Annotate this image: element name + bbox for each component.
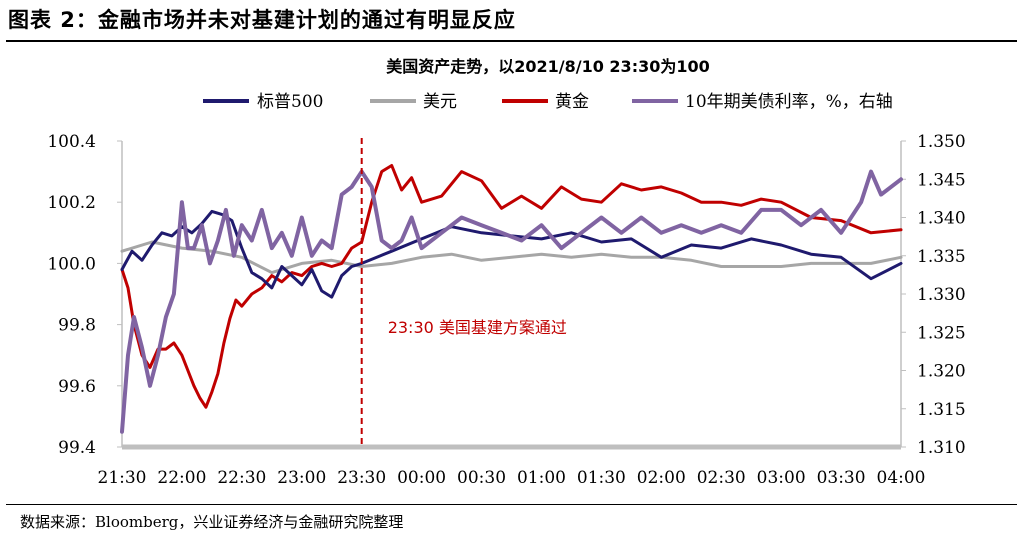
- series-line-0: [120, 209, 903, 299]
- x-tick-label: 22:30: [217, 468, 266, 488]
- left-tick-label: 99.8: [58, 316, 96, 336]
- right-tick-label: 1.335: [917, 247, 966, 267]
- source-rule: [6, 504, 1017, 505]
- x-tick-label: 00:00: [397, 468, 446, 488]
- legend-label-2: 黄金: [555, 92, 589, 112]
- series-line-3: [120, 169, 903, 434]
- x-tick-label: 04:00: [877, 468, 926, 488]
- right-tick-label: 1.345: [917, 170, 966, 190]
- x-tick-label: 21:30: [98, 468, 147, 488]
- annotation-label: 23:30 美国基建方案通过: [388, 318, 567, 337]
- x-tick-label: 02:30: [697, 468, 746, 488]
- right-tick-label: 1.315: [917, 400, 966, 420]
- source-note: 数据来源：Bloomberg，兴业证券经济与金融研究院整理: [20, 513, 404, 531]
- x-tick-label: 02:00: [637, 468, 686, 488]
- legend-label-0: 标普500: [257, 92, 323, 112]
- legend-label-3: 10年期美债利率，%，右轴: [685, 92, 893, 112]
- x-tick-label: 23:00: [277, 468, 326, 488]
- title-rule: [6, 40, 1017, 42]
- x-tick-label: 03:00: [757, 468, 806, 488]
- chart-title: 美国资产走势，以2021/8/10 23:30为100: [386, 57, 710, 76]
- left-tick-label: 100.2: [47, 193, 96, 213]
- series-line-1: [120, 240, 903, 275]
- right-tick-label: 1.340: [917, 209, 966, 229]
- legend-label-1: 美元: [423, 92, 457, 112]
- right-tick-label: 1.350: [917, 132, 966, 152]
- x-tick-label: 03:30: [817, 468, 866, 488]
- right-tick-label: 1.325: [917, 323, 966, 343]
- left-tick-label: 99.6: [58, 377, 96, 397]
- left-tick-label: 100.4: [47, 132, 96, 152]
- annotation-layer: 23:30 美国基建方案通过: [360, 138, 567, 444]
- x-tick-label: 01:30: [577, 468, 626, 488]
- right-tick-label: 1.320: [917, 362, 966, 382]
- x-tick-label: 22:00: [157, 468, 206, 488]
- x-tick-label: 00:30: [457, 468, 506, 488]
- x-tick-label: 23:30: [337, 468, 386, 488]
- axes: 99.4 99.6 99.8 100.0 100.2 100.4 1.310 1.315 1.3…: [47, 132, 965, 488]
- legend: 标普500 美元 黄金 10年期美债利率，%，右轴: [203, 92, 893, 112]
- right-tick-label: 1.330: [917, 285, 966, 305]
- figure-title: 图表 2：金融市场并未对基建计划的通过有明显反应: [8, 8, 516, 32]
- left-tick-label: 99.4: [58, 438, 96, 458]
- line-chart: 美国资产走势，以2021/8/10 23:30为100 标普500 美元 黄金 10年…: [47, 57, 965, 488]
- left-tick-label: 100.0: [47, 254, 96, 274]
- right-tick-label: 1.310: [917, 438, 966, 458]
- x-tick-label: 01:00: [517, 468, 566, 488]
- series-layer: [120, 164, 903, 434]
- series-line-2: [120, 164, 903, 409]
